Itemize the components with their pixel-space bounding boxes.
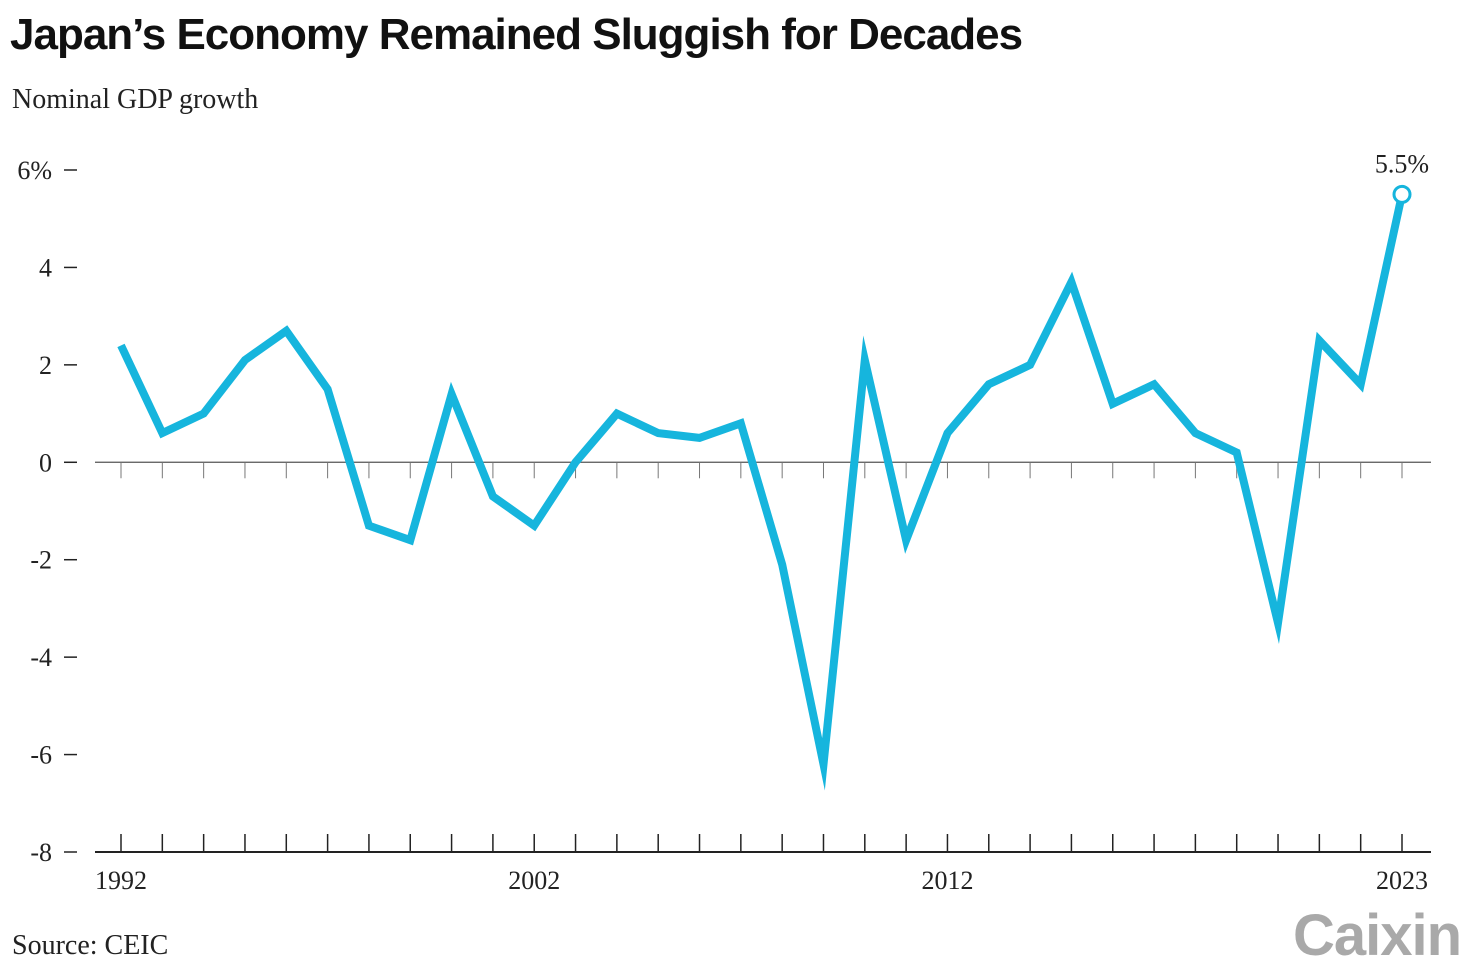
x-tick-label: 2012 [921,866,973,895]
x-tick-label: 1992 [95,866,147,895]
y-tick-label: 2 [39,351,52,380]
y-tick-label: -6 [30,741,52,770]
x-tick-label: 2002 [508,866,560,895]
y-tick-label: -2 [30,546,52,575]
data-label: 5.5% [1375,149,1429,178]
chart-title: Japan’s Economy Remained Sluggish for De… [10,10,1023,59]
chart-subtitle: Nominal GDP growth [12,84,259,115]
y-tick-label: 6% [17,156,52,185]
y-tick-label: 4 [39,253,52,282]
caixin-logo: Caixin [1293,903,1462,968]
series-line [117,193,1406,791]
y-tick-label: -8 [30,838,52,867]
endpoint-marker [1392,184,1412,204]
source-note: Source: CEIC [12,930,169,961]
x-tick-label: 2023 [1376,866,1428,895]
y-tick-label: -4 [30,643,52,672]
y-tick-label: 0 [39,448,52,477]
